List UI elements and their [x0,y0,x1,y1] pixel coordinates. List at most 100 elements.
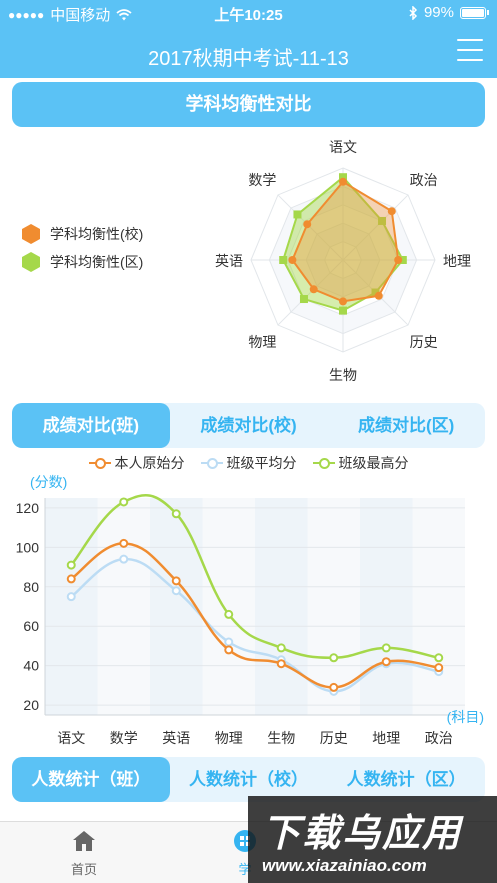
tab-score-district[interactable]: 成绩对比(区) [358,416,455,435]
radar-point [371,288,380,297]
chart-band [412,498,465,715]
radar-point [339,297,347,306]
chart-band [307,498,360,715]
bluetooth-icon [409,5,418,20]
legend-item[interactable]: 本人原始分 [88,453,185,473]
radar-spoke [277,259,344,326]
data-point [171,509,181,519]
radar-axis-label: 地理 [443,253,471,269]
radar-axis-label: 物理 [248,333,277,350]
chart-band [202,498,255,715]
score-tabs: 成绩对比(班) 成绩对比(校) 成绩对比(区) [12,403,485,448]
radar-point [288,256,297,264]
signal-icon: ●●●●● [8,7,45,22]
y-tick-label: 40 [23,658,39,674]
radar-axis-label: 数学 [248,172,277,189]
radar-point [279,256,288,264]
tab-score-school[interactable]: 成绩对比(校) [200,416,297,435]
data-point [171,576,181,586]
radar-point [387,207,396,216]
battery-icon [460,6,486,19]
radar-legend-district: 学科均衡性(区) [22,252,143,272]
x-tick-label: 数学 [110,730,138,746]
y-tick-label: 80 [23,579,39,595]
radar-legend-school: 学科均衡性(校) [22,224,143,244]
data-point [66,592,76,602]
watermark: 下载乌应用 www.xiazainiao.com [248,796,497,883]
radar-point [339,306,347,315]
radar-point [374,291,383,300]
data-point [119,497,129,507]
radar-point [299,295,308,304]
legend-item[interactable]: 班级平均分 [200,453,297,473]
x-axis-label: (科目) [447,709,484,725]
chart-band [45,498,98,715]
radar-spoke [342,194,409,261]
data-point [119,538,129,548]
legend-label: 本人原始分 [114,455,185,471]
data-point [434,653,444,663]
radar-point [339,177,347,186]
y-tick-label: 20 [23,697,39,713]
bottom-tab-home[interactable]: 首页 [66,830,102,878]
y-axis-label: (分数) [30,474,67,490]
page-title: 2017秋期中考试-11-13 [148,48,349,70]
x-tick-label: 历史 [320,730,348,746]
y-tick-label: 100 [16,539,40,555]
radar-point [309,285,318,294]
radar-point [378,216,387,225]
home-icon [73,831,95,851]
status-time: 上午10:25 [214,7,283,24]
chart-band [97,498,150,715]
x-tick-label: 生物 [267,730,295,746]
legend-marker [312,458,335,469]
menu-icon[interactable] [457,39,483,61]
tab-count-district[interactable]: 人数统计（区） [346,770,466,789]
bottom-tab-home-label: 首页 [70,862,97,877]
data-point [171,586,181,596]
watermark-title: 下载乌应用 [262,813,463,855]
data-point [224,637,234,647]
balance-section-header: 学科均衡性对比 [12,82,485,127]
data-point [224,645,234,655]
radar-point [293,210,302,219]
x-tick-label: 地理 [372,730,400,746]
data-point [119,554,129,564]
chart-band [255,498,308,715]
x-tick-label: 物理 [215,730,243,746]
radar-spoke [277,194,344,261]
y-tick-label: 120 [16,500,40,516]
nav-bar: 2017秋期中考试-11-13 [0,26,497,78]
data-point [381,643,391,653]
line-chart-legend: 本人原始分 班级平均分 班级最高分 [0,453,497,473]
tab-count-school[interactable]: 人数统计（校） [189,770,308,789]
radar-axis-label: 生物 [329,367,357,383]
radar-point [398,256,407,264]
data-point [276,659,286,669]
legend-label: 班级平均分 [226,455,297,471]
legend-item[interactable]: 班级最高分 [312,453,409,473]
chart-band [360,498,413,715]
tab-score-class[interactable]: 成绩对比(班) [12,403,170,448]
x-tick-label: 语文 [57,730,85,746]
radar-chart [250,167,436,353]
data-point [434,663,444,673]
legend-marker [200,458,223,469]
radar-axis-label: 政治 [409,172,438,189]
x-tick-label: 英语 [162,730,190,746]
radar-axis-label: 历史 [409,333,438,350]
wifi-icon [116,8,132,20]
data-point [329,682,339,692]
radar-point [394,256,403,264]
legend-marker [88,458,111,469]
data-point [66,574,76,584]
status-bar: ●●●●● 中国移动 上午10:25 99% [0,0,497,26]
radar-point [339,173,347,182]
radar-axis-label: 英语 [215,253,243,269]
battery-percent: 99% [423,4,454,21]
legend-label: 班级最高分 [338,455,409,471]
tab-count-class[interactable]: 人数统计（班） [12,757,170,802]
data-point [276,643,286,653]
data-point [381,657,391,667]
count-tabs: 人数统计（班） 人数统计（校） 人数统计（区） [12,757,485,802]
